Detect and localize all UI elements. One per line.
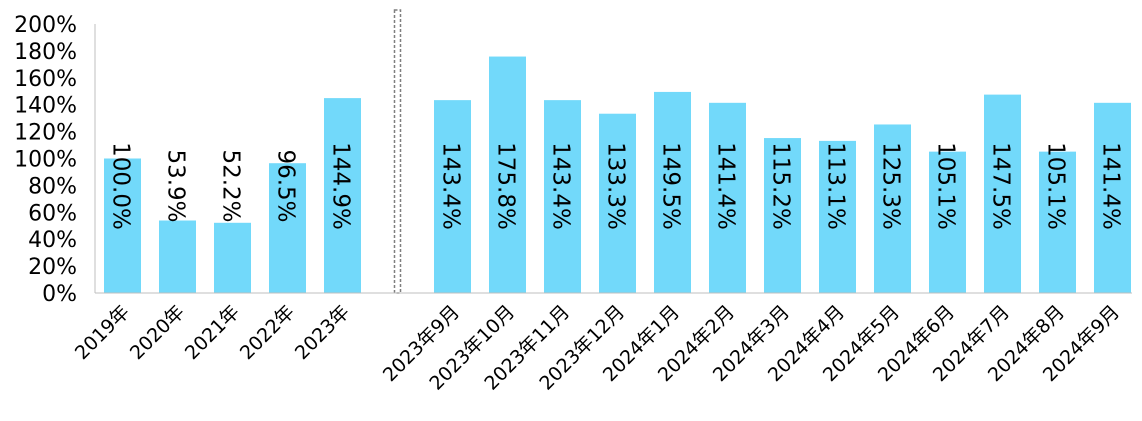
bar: [489, 56, 526, 294]
bar: [709, 102, 746, 293]
bar: [1094, 102, 1131, 293]
data-label: 96.5%: [273, 149, 299, 222]
y-tick-label: 40%: [28, 228, 77, 253]
data-label: 52.2%: [218, 149, 244, 222]
bar: [599, 113, 636, 293]
bar: [214, 222, 251, 293]
bar: [159, 220, 196, 293]
data-label: 105.1%: [933, 142, 959, 230]
bars: 100.0% 53.9% 52.2% 96.5% 144.9% 143.4% 175.8% 1…: [104, 56, 1131, 294]
data-label: 133.3%: [603, 142, 629, 230]
data-label: 100.0%: [108, 142, 134, 230]
bar: [324, 98, 361, 293]
y-tick-label: 160%: [14, 67, 77, 92]
bar: [104, 158, 141, 293]
y-axis: 0%20%40%60%80%100%120%140%160%180%200%: [14, 13, 96, 307]
bar: [654, 91, 691, 293]
x-tick-label: 2019年: [71, 301, 134, 364]
x-tick-label: 2020年: [126, 301, 189, 364]
data-label: 53.9%: [163, 149, 189, 222]
y-tick-label: 80%: [28, 174, 77, 199]
period-separator: [393, 9, 402, 294]
bar: [544, 100, 581, 293]
data-label: 149.5%: [658, 142, 684, 230]
bar: [269, 163, 306, 293]
data-label: 175.8%: [493, 142, 519, 230]
data-label: 147.5%: [988, 142, 1014, 230]
y-tick-label: 140%: [14, 94, 77, 119]
data-label: 105.1%: [1043, 142, 1069, 230]
bar: [929, 151, 966, 293]
data-label: 144.9%: [328, 142, 354, 230]
y-tick-label: 20%: [28, 255, 77, 280]
y-tick-label: 120%: [14, 121, 77, 146]
y-tick-label: 100%: [14, 148, 77, 173]
data-label: 141.4%: [713, 142, 739, 230]
x-tick-label: 2021年: [181, 301, 244, 364]
data-label: 113.1%: [823, 142, 849, 230]
data-label: 141.4%: [1098, 142, 1124, 230]
data-label: 125.3%: [878, 142, 904, 230]
y-tick-label: 60%: [28, 201, 77, 226]
y-tick-label: 200%: [14, 13, 77, 38]
x-tick-label: 2022年: [236, 301, 299, 364]
bar: [819, 140, 856, 293]
bar: [1039, 151, 1076, 293]
bar: [984, 94, 1021, 293]
bar: [764, 138, 801, 293]
bar: [434, 100, 471, 293]
data-label: 143.4%: [438, 142, 464, 230]
data-label: 143.4%: [548, 142, 574, 230]
y-tick-label: 180%: [14, 40, 77, 65]
data-label: 115.2%: [768, 142, 794, 230]
separator-line: [393, 9, 402, 294]
x-tick-label: 2023年: [291, 301, 354, 364]
bar: [874, 124, 911, 293]
y-tick-label: 0%: [42, 282, 77, 307]
